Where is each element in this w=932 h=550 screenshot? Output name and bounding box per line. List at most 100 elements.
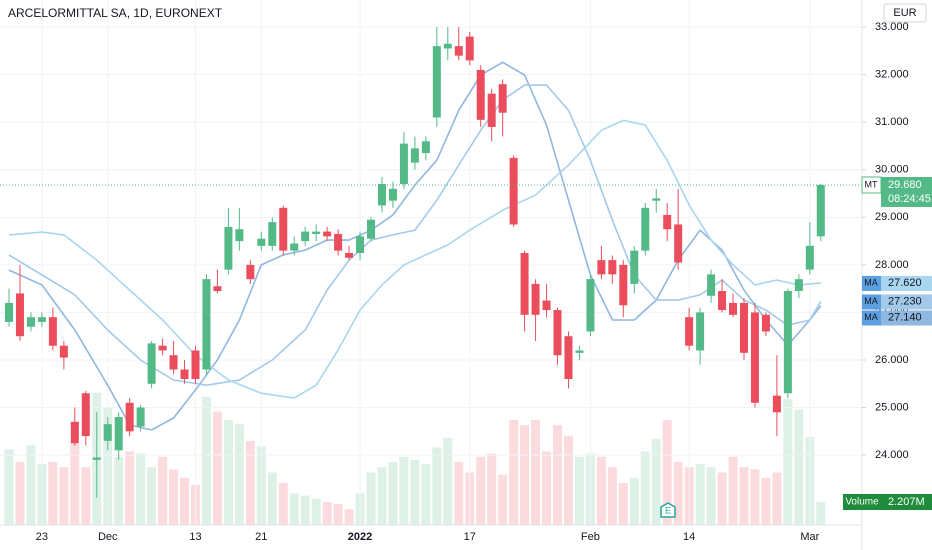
candle-body <box>531 283 540 315</box>
candle-body <box>377 184 386 206</box>
x-tick-label: 21 <box>255 531 267 543</box>
ma-value-box <box>881 294 932 310</box>
volume-bar <box>772 472 782 525</box>
candle-body <box>509 157 518 225</box>
candle-body <box>202 279 211 370</box>
currency-box[interactable] <box>883 3 927 23</box>
volume-bar <box>169 469 179 525</box>
candle-body <box>696 312 705 351</box>
ma-value: 27.140 <box>888 311 922 323</box>
candle-body <box>268 222 277 246</box>
candle-body <box>454 46 463 56</box>
candle-body <box>575 350 584 353</box>
y-tick-label: 31.000 <box>875 116 909 128</box>
y-tick-label: 26.000 <box>875 354 909 366</box>
ma-line <box>8 119 821 399</box>
countdown-label: 08:24:45 <box>888 193 931 205</box>
ma-value-box <box>881 310 932 326</box>
volume-bar <box>344 509 354 525</box>
candle-body <box>564 336 573 380</box>
volume-bar <box>125 451 135 525</box>
candle-body <box>432 46 441 118</box>
volume-value-box <box>881 494 932 510</box>
candle-body <box>169 355 178 370</box>
candle-body <box>136 407 145 427</box>
y-tick-label: 32.000 <box>875 69 909 81</box>
volume-bar <box>212 411 222 525</box>
candle-body <box>334 233 343 251</box>
volume-bar <box>487 453 497 525</box>
volume-bar <box>739 467 749 525</box>
chart-title: ARCELORMITTAL SA, 1D, EURONEXT <box>8 6 223 20</box>
exchange-logo[interactable]: E <box>660 502 676 518</box>
candle-body <box>794 279 803 292</box>
volume-bar <box>509 420 519 525</box>
volume-bar <box>563 435 573 525</box>
candle-body <box>476 69 485 120</box>
candle-body <box>345 252 354 258</box>
volume-bar <box>640 451 650 525</box>
candle-body <box>630 250 639 284</box>
volume-bar <box>454 462 464 525</box>
candle-body <box>542 300 551 311</box>
volume-bar <box>48 462 58 525</box>
volume-bar <box>388 462 398 525</box>
candle-body <box>750 312 759 403</box>
candle-body <box>597 260 606 275</box>
candle-body <box>81 393 90 437</box>
candle-body <box>553 310 562 356</box>
candle-body <box>70 421 79 444</box>
volume-name-box <box>843 494 881 510</box>
volume-bar <box>607 467 617 525</box>
volume-bar <box>15 462 25 525</box>
volume-bar <box>278 483 288 525</box>
candle-body <box>707 274 716 296</box>
last-price-box <box>881 176 932 207</box>
volume-bar <box>421 464 431 525</box>
volume-bar <box>662 420 672 525</box>
candle-body <box>421 141 430 154</box>
x-tick-label: 23 <box>36 531 48 543</box>
volume-bar <box>147 467 157 525</box>
candle-body <box>410 148 419 163</box>
grid-layer <box>0 0 862 525</box>
candle-body <box>235 229 244 242</box>
volume-value: 2.207M <box>888 496 925 508</box>
candle-body <box>761 314 770 332</box>
volume-bar <box>783 399 793 525</box>
ma-name: MA <box>864 277 878 287</box>
candle-body <box>487 93 496 127</box>
ma-name-box <box>862 275 881 291</box>
ma-value-box <box>881 275 932 291</box>
candle-body <box>224 226 233 270</box>
volume-bar <box>180 477 190 525</box>
y-tick-label: 24.000 <box>875 449 909 461</box>
volume-bar <box>706 467 716 525</box>
candle-body <box>772 395 781 413</box>
x-tick-label: 14 <box>683 531 695 543</box>
volume-bar <box>333 504 343 525</box>
volume-bar <box>596 456 606 525</box>
volume-bar <box>4 449 14 525</box>
candle-body <box>26 317 35 327</box>
candle-body <box>158 345 167 351</box>
volume-bar <box>70 443 80 525</box>
candle-body <box>257 238 266 246</box>
candle-body <box>586 279 595 332</box>
volume-bar <box>114 456 124 525</box>
volume-bar <box>695 464 705 525</box>
volume-name: Volume <box>845 497 879 508</box>
candle-body <box>147 343 156 384</box>
candle-body <box>5 302 13 322</box>
volume-bar <box>399 456 409 525</box>
candle-body <box>685 317 694 346</box>
currency: EUR <box>893 7 916 19</box>
volume-bar <box>498 474 508 525</box>
candle-body <box>674 224 683 263</box>
candle-body <box>59 345 68 358</box>
volume-bar <box>245 441 255 525</box>
volume-bar <box>443 437 453 525</box>
volume-bar <box>377 467 387 525</box>
